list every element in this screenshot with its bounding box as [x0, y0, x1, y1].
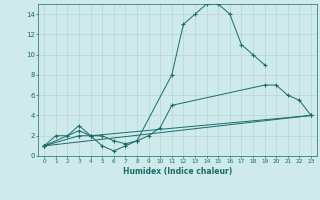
X-axis label: Humidex (Indice chaleur): Humidex (Indice chaleur): [123, 167, 232, 176]
